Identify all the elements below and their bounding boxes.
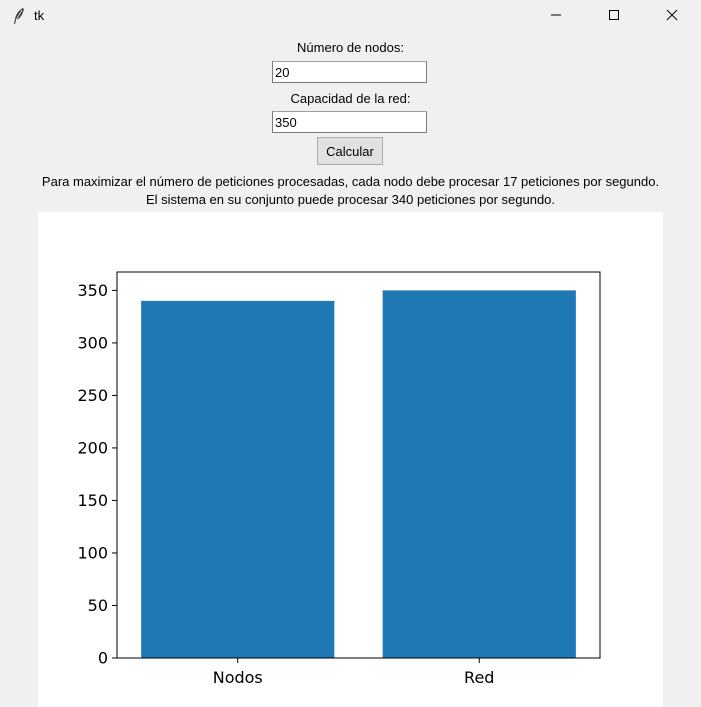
x-tick-label: Nodos bbox=[213, 668, 263, 687]
close-icon bbox=[666, 8, 678, 26]
nodes-input[interactable] bbox=[272, 61, 427, 83]
feather-icon bbox=[10, 7, 28, 25]
y-tick-label: 300 bbox=[77, 333, 108, 352]
bar-red bbox=[382, 290, 576, 658]
y-tick-label: 250 bbox=[77, 386, 108, 405]
bar-chart: 0 50 100 150 200 250 300 350 Nodos Red bbox=[77, 271, 601, 687]
plot-frame bbox=[116, 271, 601, 659]
y-tick-label: 200 bbox=[77, 438, 108, 457]
minimize-icon bbox=[550, 8, 562, 26]
result-line-2: El sistema en su conjunto puede procesar… bbox=[145, 192, 556, 207]
main-content: Número de nodos: Capacidad de la red: Ca… bbox=[0, 33, 701, 707]
capacity-input[interactable] bbox=[272, 111, 427, 133]
y-tick-label: 0 bbox=[98, 649, 108, 668]
y-tick-label: 50 bbox=[88, 596, 108, 615]
capacity-label: Capacidad de la red: bbox=[290, 91, 411, 106]
close-button[interactable] bbox=[643, 0, 701, 33]
nodes-label: Número de nodos: bbox=[297, 40, 404, 55]
result-line-1: Para maximizar el número de peticiones p… bbox=[41, 174, 660, 189]
maximize-button[interactable] bbox=[585, 0, 643, 33]
x-tick-label: Red bbox=[464, 668, 494, 687]
calculate-button[interactable]: Calcular bbox=[317, 137, 383, 165]
y-tick-label: 350 bbox=[77, 281, 108, 300]
window-title: tk bbox=[34, 8, 45, 23]
title-bar: tk bbox=[0, 0, 701, 33]
y-tick-label: 100 bbox=[77, 543, 108, 562]
bar-nodos bbox=[141, 300, 335, 658]
chart-canvas: 0 50 100 150 200 250 300 350 Nodos Red bbox=[38, 212, 663, 707]
y-tick-label: 150 bbox=[77, 491, 108, 510]
minimize-button[interactable] bbox=[527, 0, 585, 33]
maximize-icon bbox=[608, 8, 620, 26]
